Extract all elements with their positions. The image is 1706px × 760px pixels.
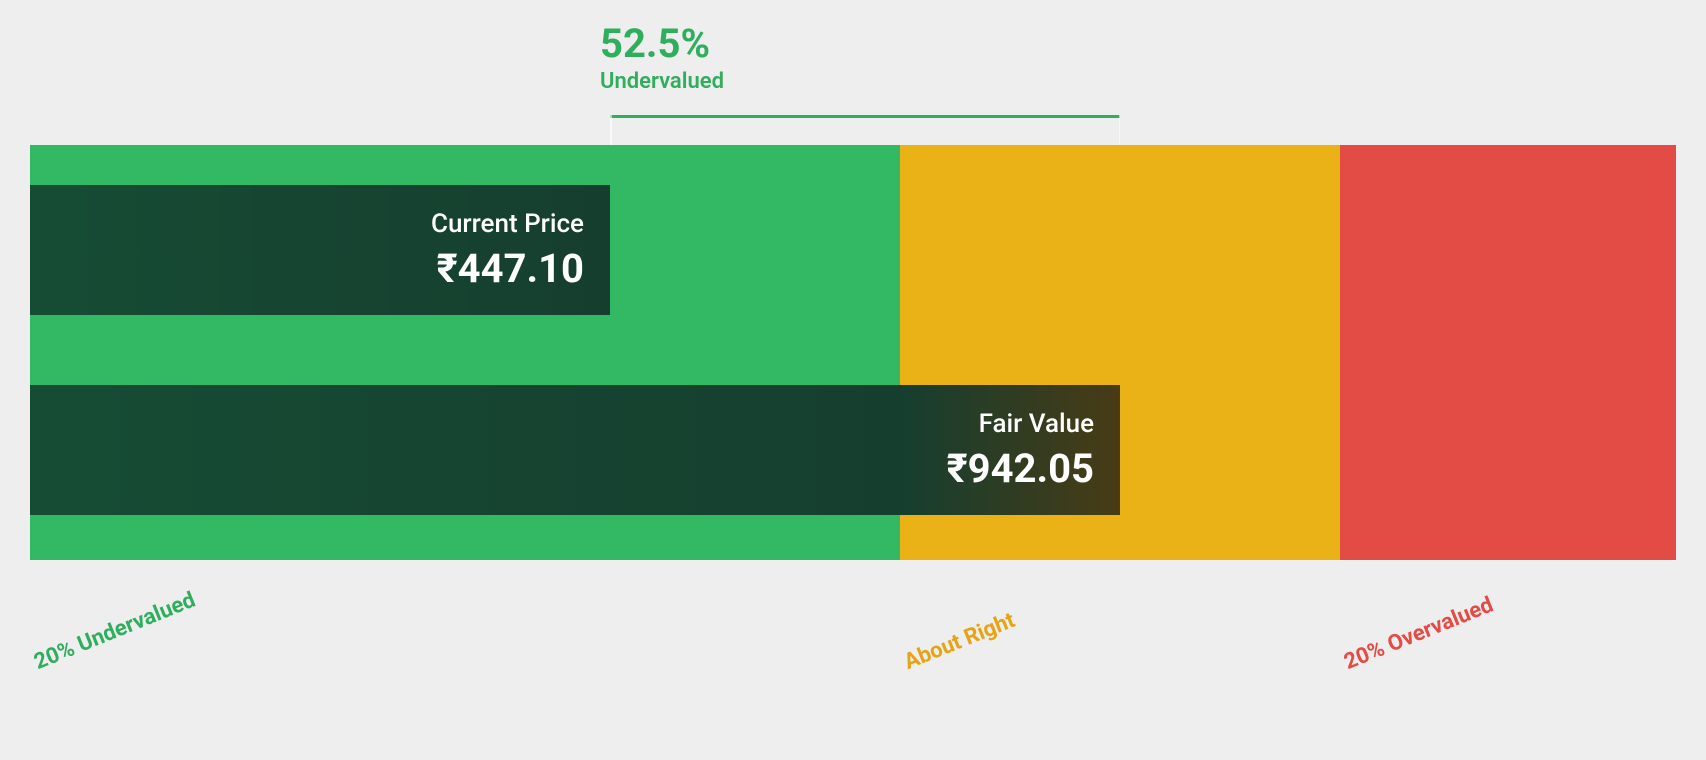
valuation-chart: Current Price ₹447.10 Fair Value ₹942.05 [30,145,1676,560]
valuation-subtitle: Undervalued [600,69,724,94]
fair-value-bar: Fair Value ₹942.05 [30,385,1120,515]
zone-label-about-right: About Right [901,608,1019,675]
current-price-bar: Current Price ₹447.10 [30,185,610,315]
current-price-value: ₹447.10 [437,245,584,292]
current-price-label: Current Price [431,209,584,239]
zone-label-undervalued: 20% Undervalued [31,588,199,675]
bracket-right-line [1119,115,1121,145]
valuation-header: 52.5% Undervalued [600,20,724,94]
zone-label-overvalued: 20% Overvalued [1341,592,1497,675]
fair-value-label: Fair Value [979,409,1094,439]
fair-value-value: ₹942.05 [947,445,1094,492]
bracket-left-line [610,115,612,145]
zone-overvalued [1340,145,1676,560]
valuation-percent: 52.5% [600,20,724,67]
bracket-top-line [610,115,1120,118]
valuation-bracket [610,115,1120,145]
